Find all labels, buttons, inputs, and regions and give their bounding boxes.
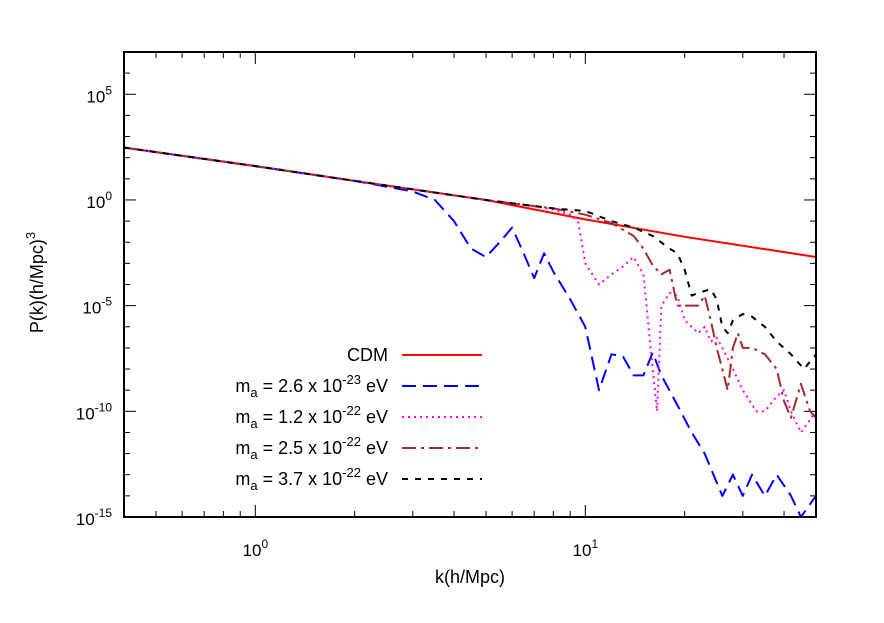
legend-item: ma = 2.5 x 10-22 eV: [235, 434, 482, 462]
legend-label: ma = 3.7 x 10-22 eV: [235, 465, 388, 493]
legend-item: ma = 3.7 x 10-22 eV: [235, 465, 482, 493]
legend-label-base: m: [235, 469, 250, 489]
y-tick-exponent: 0: [105, 189, 112, 203]
series-line-2: [124, 146, 816, 434]
legend-label-subscript: a: [250, 447, 258, 462]
legend-label-middle: = 1.2 x 10: [258, 407, 343, 427]
legend-item: ma = 2.6 x 10-23 eV: [235, 372, 482, 400]
legend-label-base: m: [235, 407, 250, 427]
y-tick-base: 10: [82, 299, 101, 318]
legend-label-tail: eV: [361, 407, 388, 427]
y-tick-label: 100: [86, 189, 112, 212]
legend-label: CDM: [347, 345, 388, 365]
legend-label-tail: eV: [361, 469, 388, 489]
x-tick-base: 10: [243, 541, 262, 560]
labels-layer: 100 10110510010-510-1010-15k(h/Mpc)P(k)(h…: [23, 83, 598, 587]
x-tick-exponent: 1: [591, 537, 598, 551]
y-axis-label: P(k)(h/Mpc)3: [23, 232, 47, 333]
series-line-1: [124, 146, 816, 517]
y-tick-base: 10: [86, 193, 105, 212]
legend-label-base: m: [235, 376, 250, 396]
x-tick-label: 101: [573, 537, 599, 560]
y-tick-base: 10: [76, 404, 95, 423]
x-tick-label: 100: [243, 537, 269, 560]
y-tick-label: 10-10: [76, 400, 113, 423]
y-tick-exponent: 5: [105, 83, 112, 97]
x-tick-exponent: 0: [261, 537, 268, 551]
plot-frame: [123, 51, 817, 518]
y-tick-label: 10-5: [82, 295, 112, 318]
legend-label-middle: = 2.6 x 10: [258, 376, 343, 396]
legend-label-tail: eV: [361, 376, 388, 396]
y-axis-label-text: P(k)(h/Mpc): [27, 239, 47, 333]
legend-label: ma = 2.5 x 10-22 eV: [235, 434, 388, 462]
legend-label-superscript: -22: [342, 465, 361, 480]
y-tick-label: 10-15: [76, 506, 113, 529]
legend-label-base: m: [235, 438, 250, 458]
legend-item: ma = 1.2 x 10-22 eV: [235, 403, 482, 431]
legend-label-base: CDM: [347, 345, 388, 365]
legend-label-middle: = 2.5 x 10: [258, 438, 343, 458]
legend-label-superscript: -22: [342, 434, 361, 449]
legend-label-superscript: -23: [342, 372, 361, 387]
legend-label-subscript: a: [250, 416, 258, 431]
y-tick-label: 105: [86, 83, 112, 106]
series-line-3: [124, 146, 816, 419]
legend-label: ma = 2.6 x 10-23 eV: [235, 372, 388, 400]
legend-label-tail: eV: [361, 438, 388, 458]
legend-label-subscript: a: [250, 478, 258, 493]
y-axis-label-exponent: 3: [23, 232, 38, 239]
legend-label-subscript: a: [250, 385, 258, 400]
series-line-4: [124, 146, 816, 370]
y-tick-base: 10: [86, 87, 105, 106]
y-tick-base: 10: [76, 510, 95, 529]
legend-label: ma = 1.2 x 10-22 eV: [235, 403, 388, 431]
y-tick-exponent: -15: [95, 506, 113, 520]
x-axis-label: k(h/Mpc): [435, 567, 505, 587]
y-tick-exponent: -5: [101, 295, 112, 309]
legend-label-middle: = 3.7 x 10: [258, 469, 343, 489]
y-tick-exponent: -10: [95, 400, 113, 414]
plot-background: [124, 52, 816, 517]
legend-item: CDM: [347, 345, 482, 365]
series-layer: [124, 146, 816, 517]
x-tick-base: 10: [573, 541, 592, 560]
legend-label-superscript: -22: [342, 403, 361, 418]
